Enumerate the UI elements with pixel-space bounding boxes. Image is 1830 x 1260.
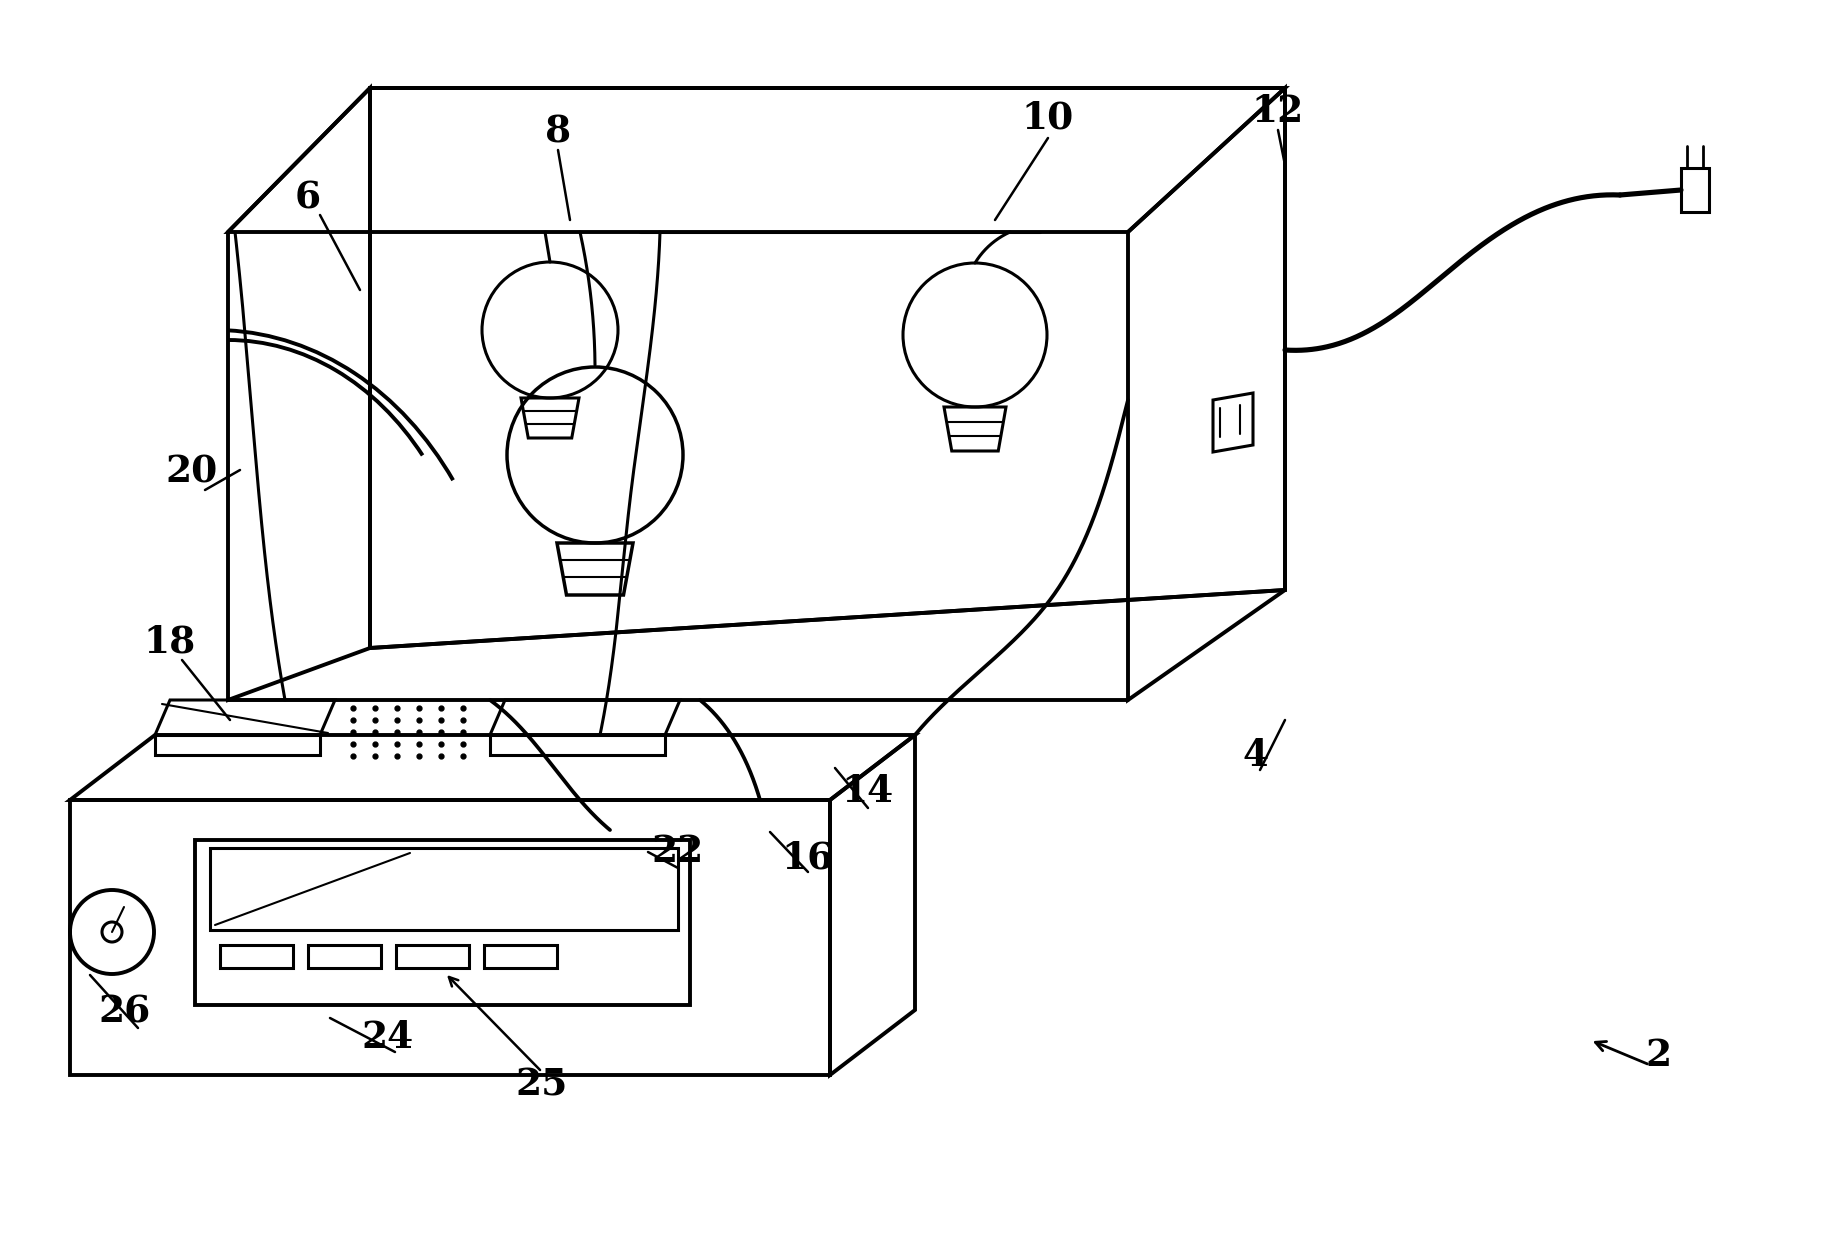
Text: 25: 25	[516, 1066, 567, 1104]
Text: 20: 20	[167, 454, 218, 490]
Text: 26: 26	[99, 993, 152, 1031]
Text: 8: 8	[545, 113, 571, 150]
Text: 14: 14	[842, 774, 895, 810]
Text: 22: 22	[651, 834, 705, 871]
Text: 18: 18	[145, 624, 196, 660]
Text: 12: 12	[1252, 93, 1305, 131]
Text: 6: 6	[295, 179, 320, 217]
Text: 4: 4	[1243, 737, 1268, 774]
Text: 16: 16	[781, 839, 834, 877]
Text: 10: 10	[1021, 100, 1074, 136]
Text: 24: 24	[362, 1019, 414, 1056]
Text: 2: 2	[1645, 1037, 1671, 1074]
